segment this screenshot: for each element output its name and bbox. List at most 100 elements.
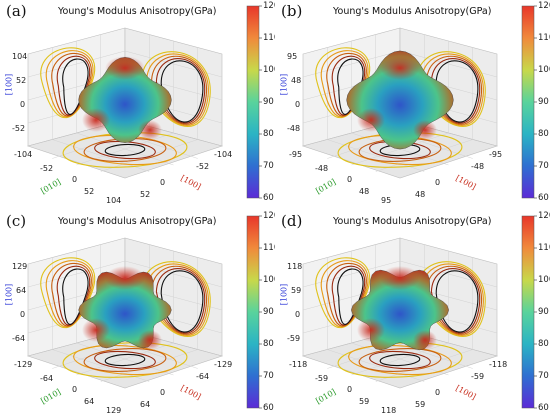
colorbar-tick-label: 60 <box>263 193 274 203</box>
colorbar-tick-label: 110 <box>538 33 550 43</box>
colorbar-tick-label: 120 <box>538 1 550 11</box>
colorbar-tick-label: 110 <box>538 243 550 253</box>
colorbar <box>246 5 262 199</box>
tick-label: 48 <box>359 187 370 196</box>
panel-plot-svg <box>301 215 537 409</box>
tick-label: 52 <box>140 190 151 199</box>
tick-label: -118 <box>289 360 308 369</box>
tick-label: 0 <box>435 388 441 397</box>
colorbar-tick-label: 70 <box>263 161 274 171</box>
colorbar-tick-label: 110 <box>263 33 275 43</box>
colorbar-tick-label: 80 <box>263 339 274 349</box>
tick-label: 64 <box>84 397 95 406</box>
colorbar-tick-label: 60 <box>263 403 274 413</box>
tick-label: -52 <box>40 164 54 173</box>
projection-contours <box>40 257 211 378</box>
tick-label: 104 <box>12 52 28 61</box>
tick-label: -59 <box>287 334 301 343</box>
axis-label-vertical: [100] <box>4 73 14 96</box>
tick-label: -48 <box>471 162 485 171</box>
chart-title: Young's Modulus Anisotropy(GPa) <box>333 6 492 17</box>
tick-label: -52 <box>12 124 26 133</box>
tick-label: -48 <box>287 124 301 133</box>
tick-label: 48 <box>415 190 426 199</box>
tick-label: 64 <box>140 400 151 409</box>
colorbar-tick-label: 120 <box>538 211 550 221</box>
colorbar <box>521 5 537 199</box>
axis-label-vertical: [100] <box>279 283 289 306</box>
panel-label: (c) <box>6 212 27 230</box>
modulus-surface <box>78 56 172 143</box>
tick-label: -48 <box>315 164 329 173</box>
colorbar-tick-label: 90 <box>538 307 549 317</box>
colorbar-tick-label: 80 <box>538 129 549 139</box>
colorbar-tick-label: 70 <box>263 371 274 381</box>
modulus-surface <box>78 266 172 350</box>
panel-label: (a) <box>6 2 27 20</box>
tick-label: -104 <box>214 150 233 159</box>
chart-panel-b: (b) Young's Modulus Anisotropy(GPa) 120 110… <box>275 0 550 210</box>
colorbar-tick-label: 100 <box>538 275 550 285</box>
colorbar-tick-label: 80 <box>538 339 549 349</box>
tick-label: 0 <box>295 310 301 319</box>
tick-label: 59 <box>415 400 426 409</box>
colorbar-tick-label: 100 <box>263 275 275 285</box>
chart-title: Young's Modulus Anisotropy(GPa) <box>58 6 217 17</box>
projection-contours <box>315 257 486 378</box>
tick-label: 52 <box>84 187 95 196</box>
tick-label: -52 <box>196 162 210 171</box>
colorbar-tick-label: 90 <box>538 97 549 107</box>
tick-label: 59 <box>291 286 302 295</box>
tick-label: -64 <box>12 334 26 343</box>
tick-label: 0 <box>160 178 166 187</box>
chart-title: Young's Modulus Anisotropy(GPa) <box>333 216 492 227</box>
panel-plot-svg <box>26 5 262 199</box>
tick-label: 0 <box>20 310 26 319</box>
tick-label: -118 <box>489 360 508 369</box>
colorbar-tick-label: 100 <box>538 65 550 75</box>
panel-label: (d) <box>281 212 303 230</box>
tick-label: 52 <box>16 76 27 85</box>
tick-label: -95 <box>289 150 303 159</box>
colorbar-tick-label: 70 <box>538 371 549 381</box>
tick-label: -129 <box>214 360 233 369</box>
chart-panel-c: (c) Young's Modulus Anisotropy(GPa) 120 110… <box>0 210 275 420</box>
chart-title: Young's Modulus Anisotropy(GPa) <box>58 216 217 227</box>
tick-label: 104 <box>106 196 122 205</box>
tick-label: 95 <box>287 52 298 61</box>
tick-label: -59 <box>471 372 485 381</box>
tick-label: 129 <box>106 406 122 415</box>
colorbar-tick-label: 90 <box>263 97 274 107</box>
tick-label: -64 <box>196 372 210 381</box>
tick-label: 118 <box>381 406 397 415</box>
colorbar <box>246 215 262 409</box>
tick-label: 0 <box>295 100 301 109</box>
tick-label: 48 <box>291 76 302 85</box>
tick-label: -129 <box>14 360 33 369</box>
colorbar-tick-label: 110 <box>263 243 275 253</box>
tick-label: 0 <box>20 100 26 109</box>
panel-label: (b) <box>281 2 303 20</box>
tick-label: 64 <box>16 286 27 295</box>
modulus-surface <box>346 50 454 150</box>
tick-label: 0 <box>347 385 353 394</box>
tick-label: -95 <box>489 150 503 159</box>
tick-label: 0 <box>72 385 78 394</box>
colorbar-tick-label: 80 <box>263 129 274 139</box>
tick-label: 59 <box>359 397 370 406</box>
chart-panel-d: (d) Young's Modulus Anisotropy(GPa) 120 110… <box>275 210 550 420</box>
axis-label-vertical: [100] <box>279 73 289 96</box>
tick-label: 95 <box>381 196 392 205</box>
tick-label: 0 <box>435 178 441 187</box>
tick-label: -59 <box>315 374 329 383</box>
colorbar-tick-label: 60 <box>538 193 549 203</box>
panel-plot-svg <box>301 5 537 199</box>
tick-label: 0 <box>347 175 353 184</box>
tick-label: -104 <box>14 150 33 159</box>
tick-label: -64 <box>40 374 54 383</box>
axis-label-vertical: [100] <box>4 283 14 306</box>
tick-label: 118 <box>287 262 303 271</box>
chart-panel-a: (a) Young's Modulus Anisotropy(GPa) 120 110… <box>0 0 275 210</box>
colorbar-tick-label: 70 <box>538 161 549 171</box>
modulus-surface <box>351 266 449 351</box>
